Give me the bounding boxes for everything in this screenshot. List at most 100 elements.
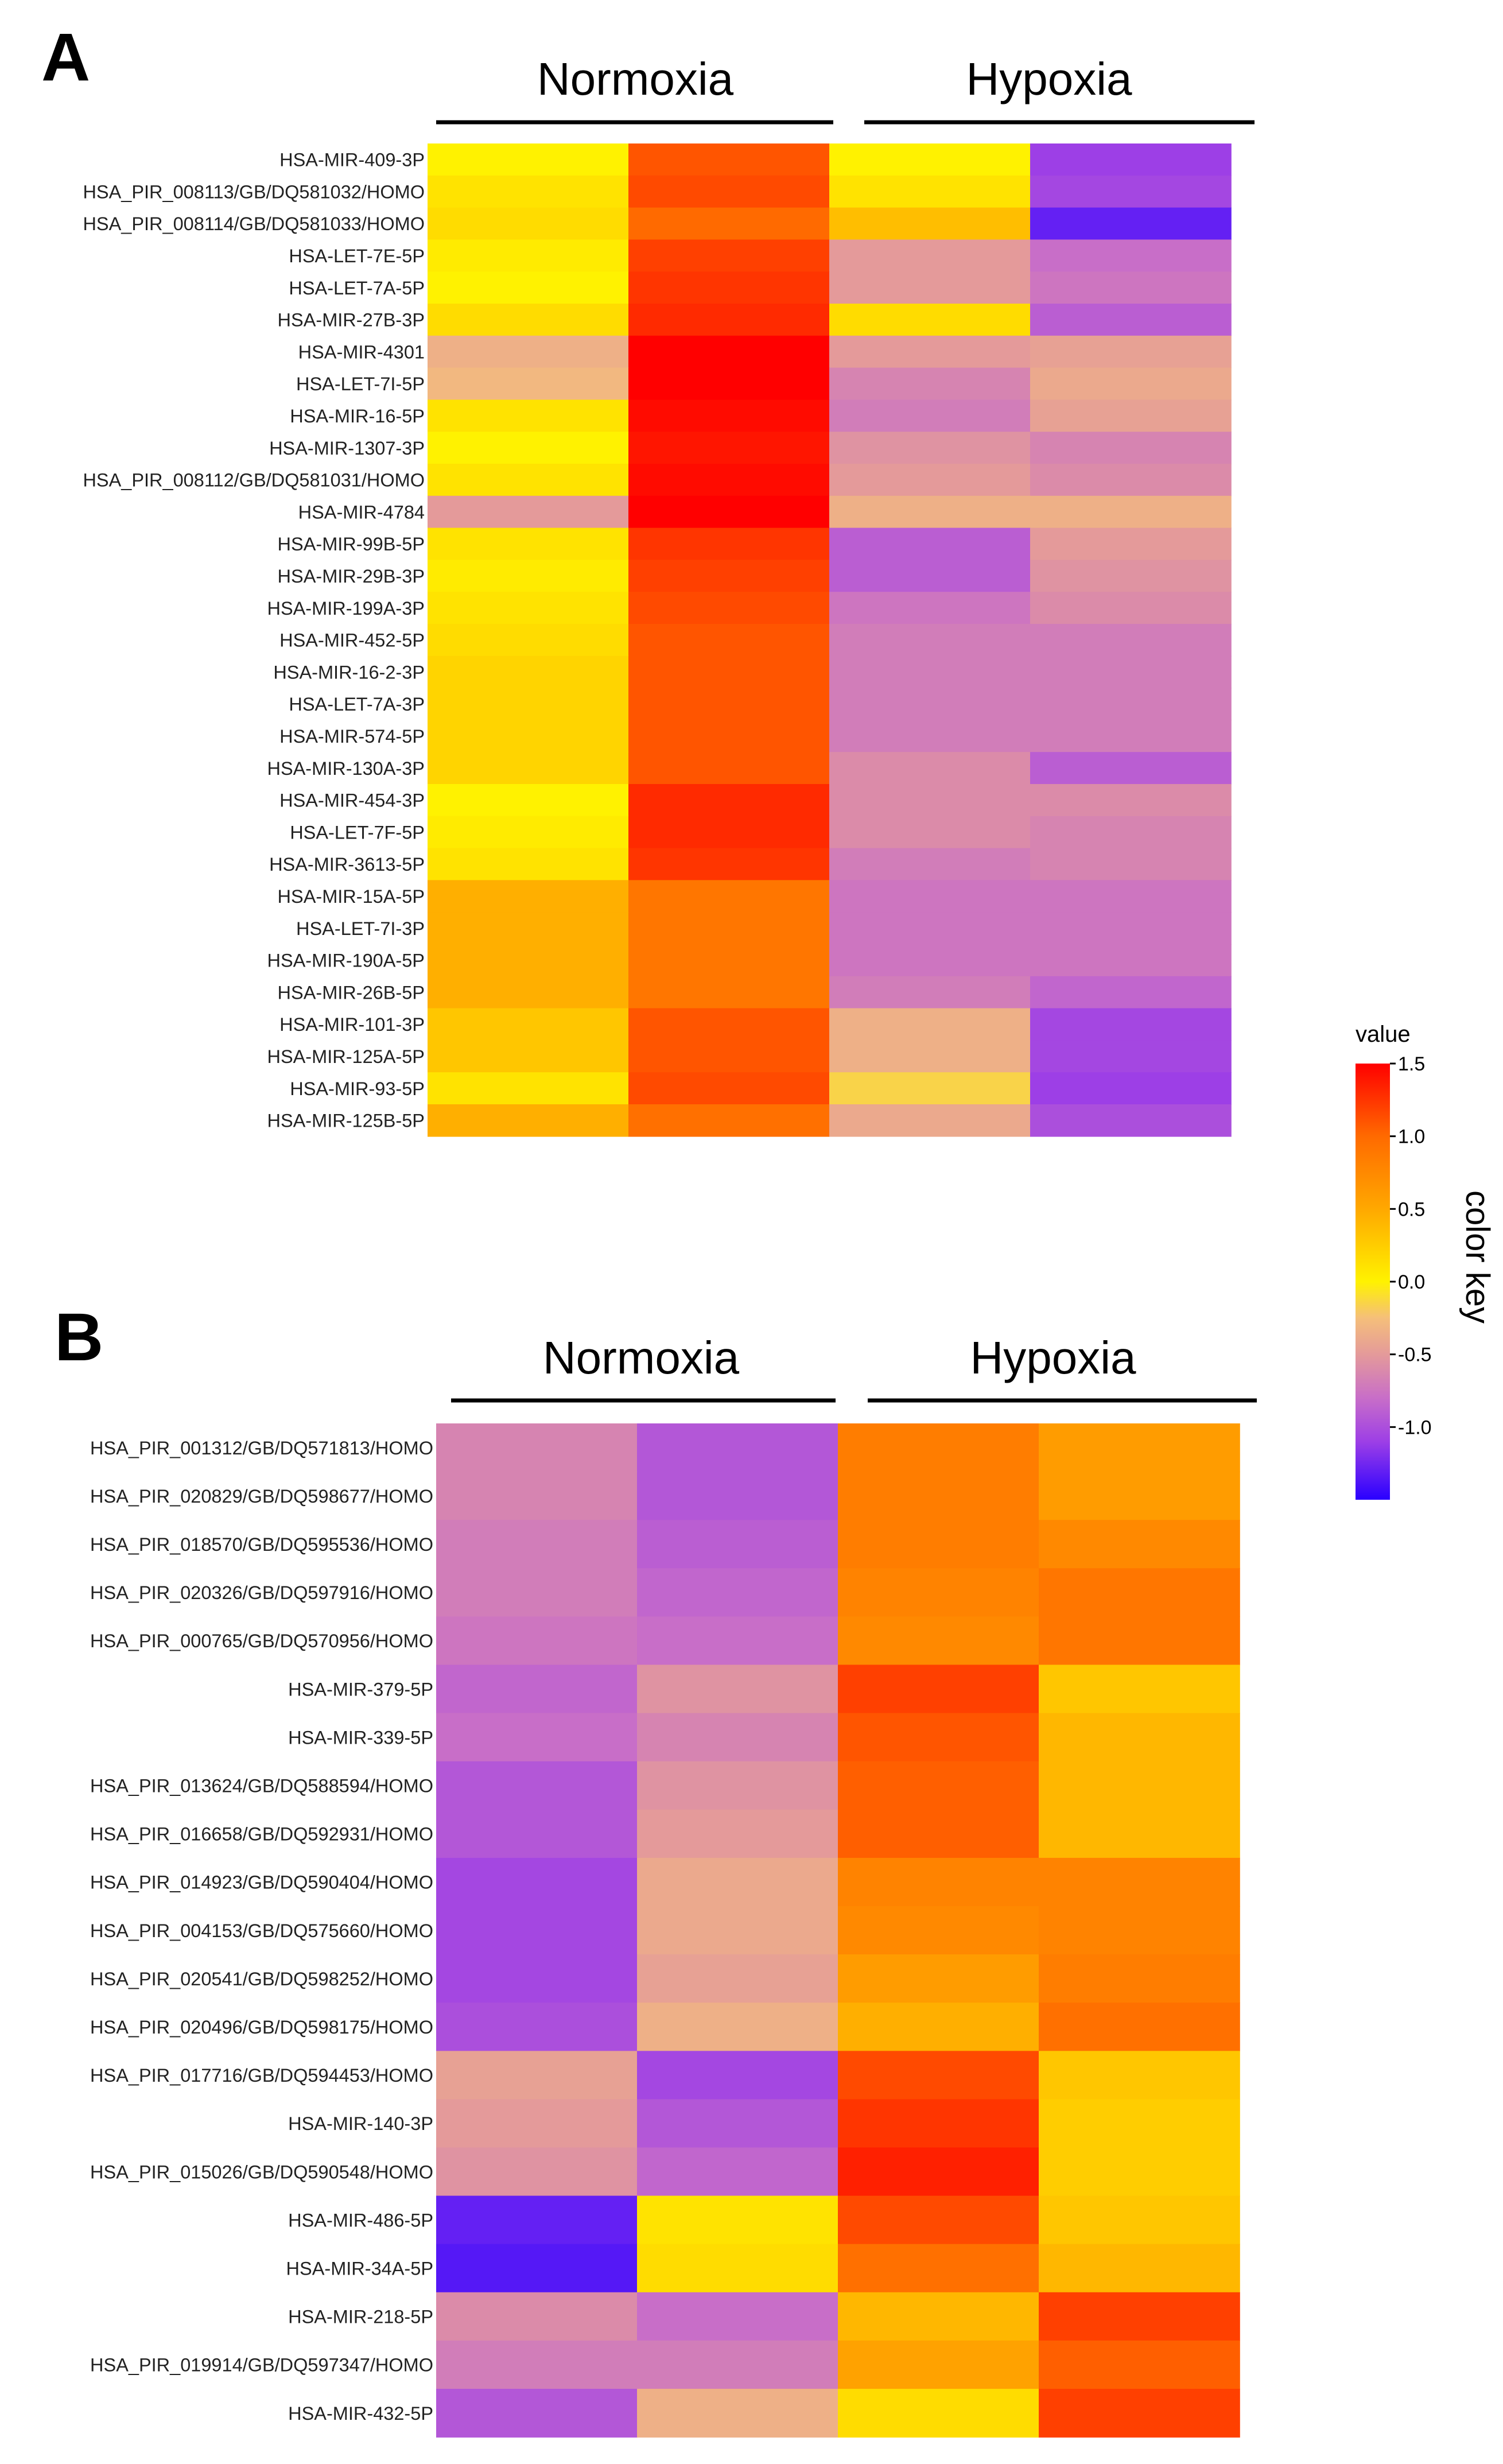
heatmap-cell-a-r28-c1 (628, 1040, 830, 1073)
heatmap-cell-b-r1-c3 (1039, 1472, 1240, 1520)
heatmap-cell-a-r18-c1 (628, 720, 830, 752)
heatmap-cell-a-r13-c3 (1030, 560, 1232, 592)
heatmap-cell-b-r14-c1 (637, 2099, 838, 2148)
heatmap-cell-b-r16-c3 (1039, 2195, 1240, 2245)
heatmap-cell-b-r16-c1 (637, 2195, 838, 2245)
heatmap-cell-b-r20-c3 (1039, 2389, 1240, 2438)
heatmap-cell-b-r12-c0 (436, 2003, 638, 2052)
heatmap-cells-b (436, 1423, 1240, 2438)
heatmap-cell-a-r17-c3 (1030, 688, 1232, 721)
heatmap-cell-a-r27-c1 (628, 1008, 830, 1041)
heatmap-cell-a-r3-c2 (829, 239, 1031, 272)
heatmap-cell-b-r19-c1 (637, 2340, 838, 2389)
heatmap-cell-b-r8-c2 (838, 1809, 1039, 1858)
heatmap-cell-a-r24-c3 (1030, 912, 1232, 945)
heatmap-cell-b-r17-c3 (1039, 2244, 1240, 2293)
row-label-a: HSA_PIR_008114/GB/DQ581033/HOMO (83, 214, 425, 234)
heatmap-cell-a-r22-c2 (829, 848, 1031, 881)
heatmap-cell-a-r19-c0 (428, 752, 629, 785)
heatmap-cell-a-r25-c2 (829, 944, 1031, 977)
heatmap-cell-a-r21-c1 (628, 816, 830, 849)
heatmap-cell-b-r1-c0 (436, 1472, 638, 1520)
heatmap-cell-a-r21-c2 (829, 816, 1031, 849)
row-label-b: HSA-MIR-34A-5P (286, 2258, 433, 2279)
heatmap-cell-a-r27-c2 (829, 1008, 1031, 1041)
row-label-b: HSA_PIR_020829/GB/DQ598677/HOMO (90, 1486, 433, 1507)
heatmap-cell-b-r0-c1 (637, 1423, 838, 1472)
heatmap-cell-a-r12-c2 (829, 527, 1031, 561)
heatmap-cell-b-r4-c1 (637, 1616, 838, 1666)
row-label-a: HSA-MIR-190A-5P (267, 950, 425, 971)
heatmap-cell-b-r18-c2 (838, 2292, 1039, 2341)
heatmap-cell-a-r16-c2 (829, 655, 1031, 689)
heatmap-cell-a-r10-c0 (428, 464, 629, 496)
heatmap-cell-b-r13-c3 (1039, 2051, 1240, 2100)
heatmap-cell-a-r20-c0 (428, 784, 629, 817)
row-label-b: HSA_PIR_016658/GB/DQ592931/HOMO (90, 1824, 433, 1845)
heatmap-cell-a-r30-c3 (1030, 1104, 1232, 1137)
heatmap-cell-b-r19-c2 (838, 2340, 1039, 2389)
row-label-a: HSA_PIR_008112/GB/DQ581031/HOMO (83, 470, 425, 491)
heatmap-cell-b-r15-c2 (838, 2147, 1039, 2197)
heatmap-cell-a-r14-c1 (628, 592, 830, 624)
heatmap-cell-b-r7-c2 (838, 1761, 1039, 1810)
heatmap-cell-a-r29-c0 (428, 1072, 629, 1105)
row-label-b: HSA_PIR_014923/GB/DQ590404/HOMO (90, 1872, 433, 1893)
heatmap-cell-a-r11-c2 (829, 495, 1031, 529)
heatmap-cell-a-r6-c1 (628, 335, 830, 368)
row-label-a: HSA-MIR-409-3P (279, 150, 425, 170)
heatmap-cell-b-r11-c2 (838, 1954, 1039, 2003)
heatmap-cell-a-r10-c3 (1030, 464, 1232, 496)
heatmap-cell-b-r16-c0 (436, 2195, 638, 2245)
heatmap-cell-b-r20-c2 (838, 2389, 1039, 2438)
heatmap-cell-a-r7-c3 (1030, 367, 1232, 401)
heatmap-cell-a-r19-c3 (1030, 752, 1232, 785)
heatmap-cell-b-r2-c3 (1039, 1520, 1240, 1569)
color-key-side-label: color key (1459, 1190, 1496, 1324)
heatmap-cell-a-r27-c3 (1030, 1008, 1232, 1041)
heatmap-cell-b-r6-c2 (838, 1713, 1039, 1762)
group-label-normoxia-b: Normoxia (543, 1332, 740, 1383)
heatmap-cell-a-r2-c3 (1030, 207, 1232, 240)
heatmap-cell-b-r13-c1 (637, 2051, 838, 2100)
row-label-a: HSA-LET-7A-3P (289, 694, 425, 715)
heatmap-cell-a-r5-c2 (829, 304, 1031, 336)
row-label-a: HSA-MIR-101-3P (279, 1014, 425, 1035)
row-label-b: HSA_PIR_000765/GB/DQ570956/HOMO (90, 1631, 433, 1651)
heatmap-cell-a-r11-c1 (628, 495, 830, 529)
heatmap-cell-b-r7-c1 (637, 1761, 838, 1810)
heatmap-cell-a-r6-c0 (428, 335, 629, 368)
row-label-b: HSA_PIR_017716/GB/DQ594453/HOMO (90, 2065, 433, 2086)
heatmap-cell-b-r4-c3 (1039, 1616, 1240, 1666)
heatmap-cell-a-r12-c3 (1030, 527, 1232, 561)
row-label-a: HSA-MIR-199A-3P (267, 598, 425, 619)
heatmap-cell-a-r16-c0 (428, 655, 629, 689)
heatmap-cell-a-r5-c0 (428, 304, 629, 336)
heatmap-cell-a-r14-c3 (1030, 592, 1232, 624)
heatmap-cell-a-r26-c0 (428, 976, 629, 1009)
group-label-normoxia-a: Normoxia (537, 53, 734, 104)
heatmap-cell-a-r12-c1 (628, 527, 830, 561)
panel-b: B Normoxia Hypoxia HSA_PIR_001312/GB/DQ5… (55, 1299, 1257, 2438)
heatmap-cell-b-r12-c3 (1039, 2003, 1240, 2052)
heatmap-cell-a-r11-c3 (1030, 495, 1232, 529)
heatmap-cell-a-r2-c0 (428, 207, 629, 240)
row-label-b: HSA_PIR_015026/GB/DQ590548/HOMO (90, 2162, 433, 2182)
heatmap-cell-b-r0-c2 (838, 1423, 1039, 1472)
heatmap-cell-b-r11-c0 (436, 1954, 638, 2003)
heatmap-cell-a-r20-c1 (628, 784, 830, 817)
color-key-bar (1356, 1064, 1390, 1500)
heatmap-cell-b-r19-c0 (436, 2340, 638, 2389)
heatmap-cell-b-r15-c3 (1039, 2147, 1240, 2197)
heatmap-cell-b-r14-c2 (838, 2099, 1039, 2148)
heatmap-cell-b-r9-c1 (637, 1857, 838, 1907)
row-label-a: HSA-MIR-3613-5P (269, 854, 425, 875)
heatmap-cell-a-r19-c1 (628, 752, 830, 785)
heatmap-cell-b-r4-c2 (838, 1616, 1039, 1666)
heatmap-cell-b-r10-c1 (637, 1906, 838, 1955)
heatmap-cell-b-r3-c3 (1039, 1568, 1240, 1617)
heatmap-cell-a-r3-c0 (428, 239, 629, 272)
heatmap-cell-a-r7-c0 (428, 367, 629, 401)
row-labels-b: HSA_PIR_001312/GB/DQ571813/HOMO HSA_PIR_0… (90, 1438, 433, 2424)
heatmap-cell-a-r23-c0 (428, 880, 629, 913)
